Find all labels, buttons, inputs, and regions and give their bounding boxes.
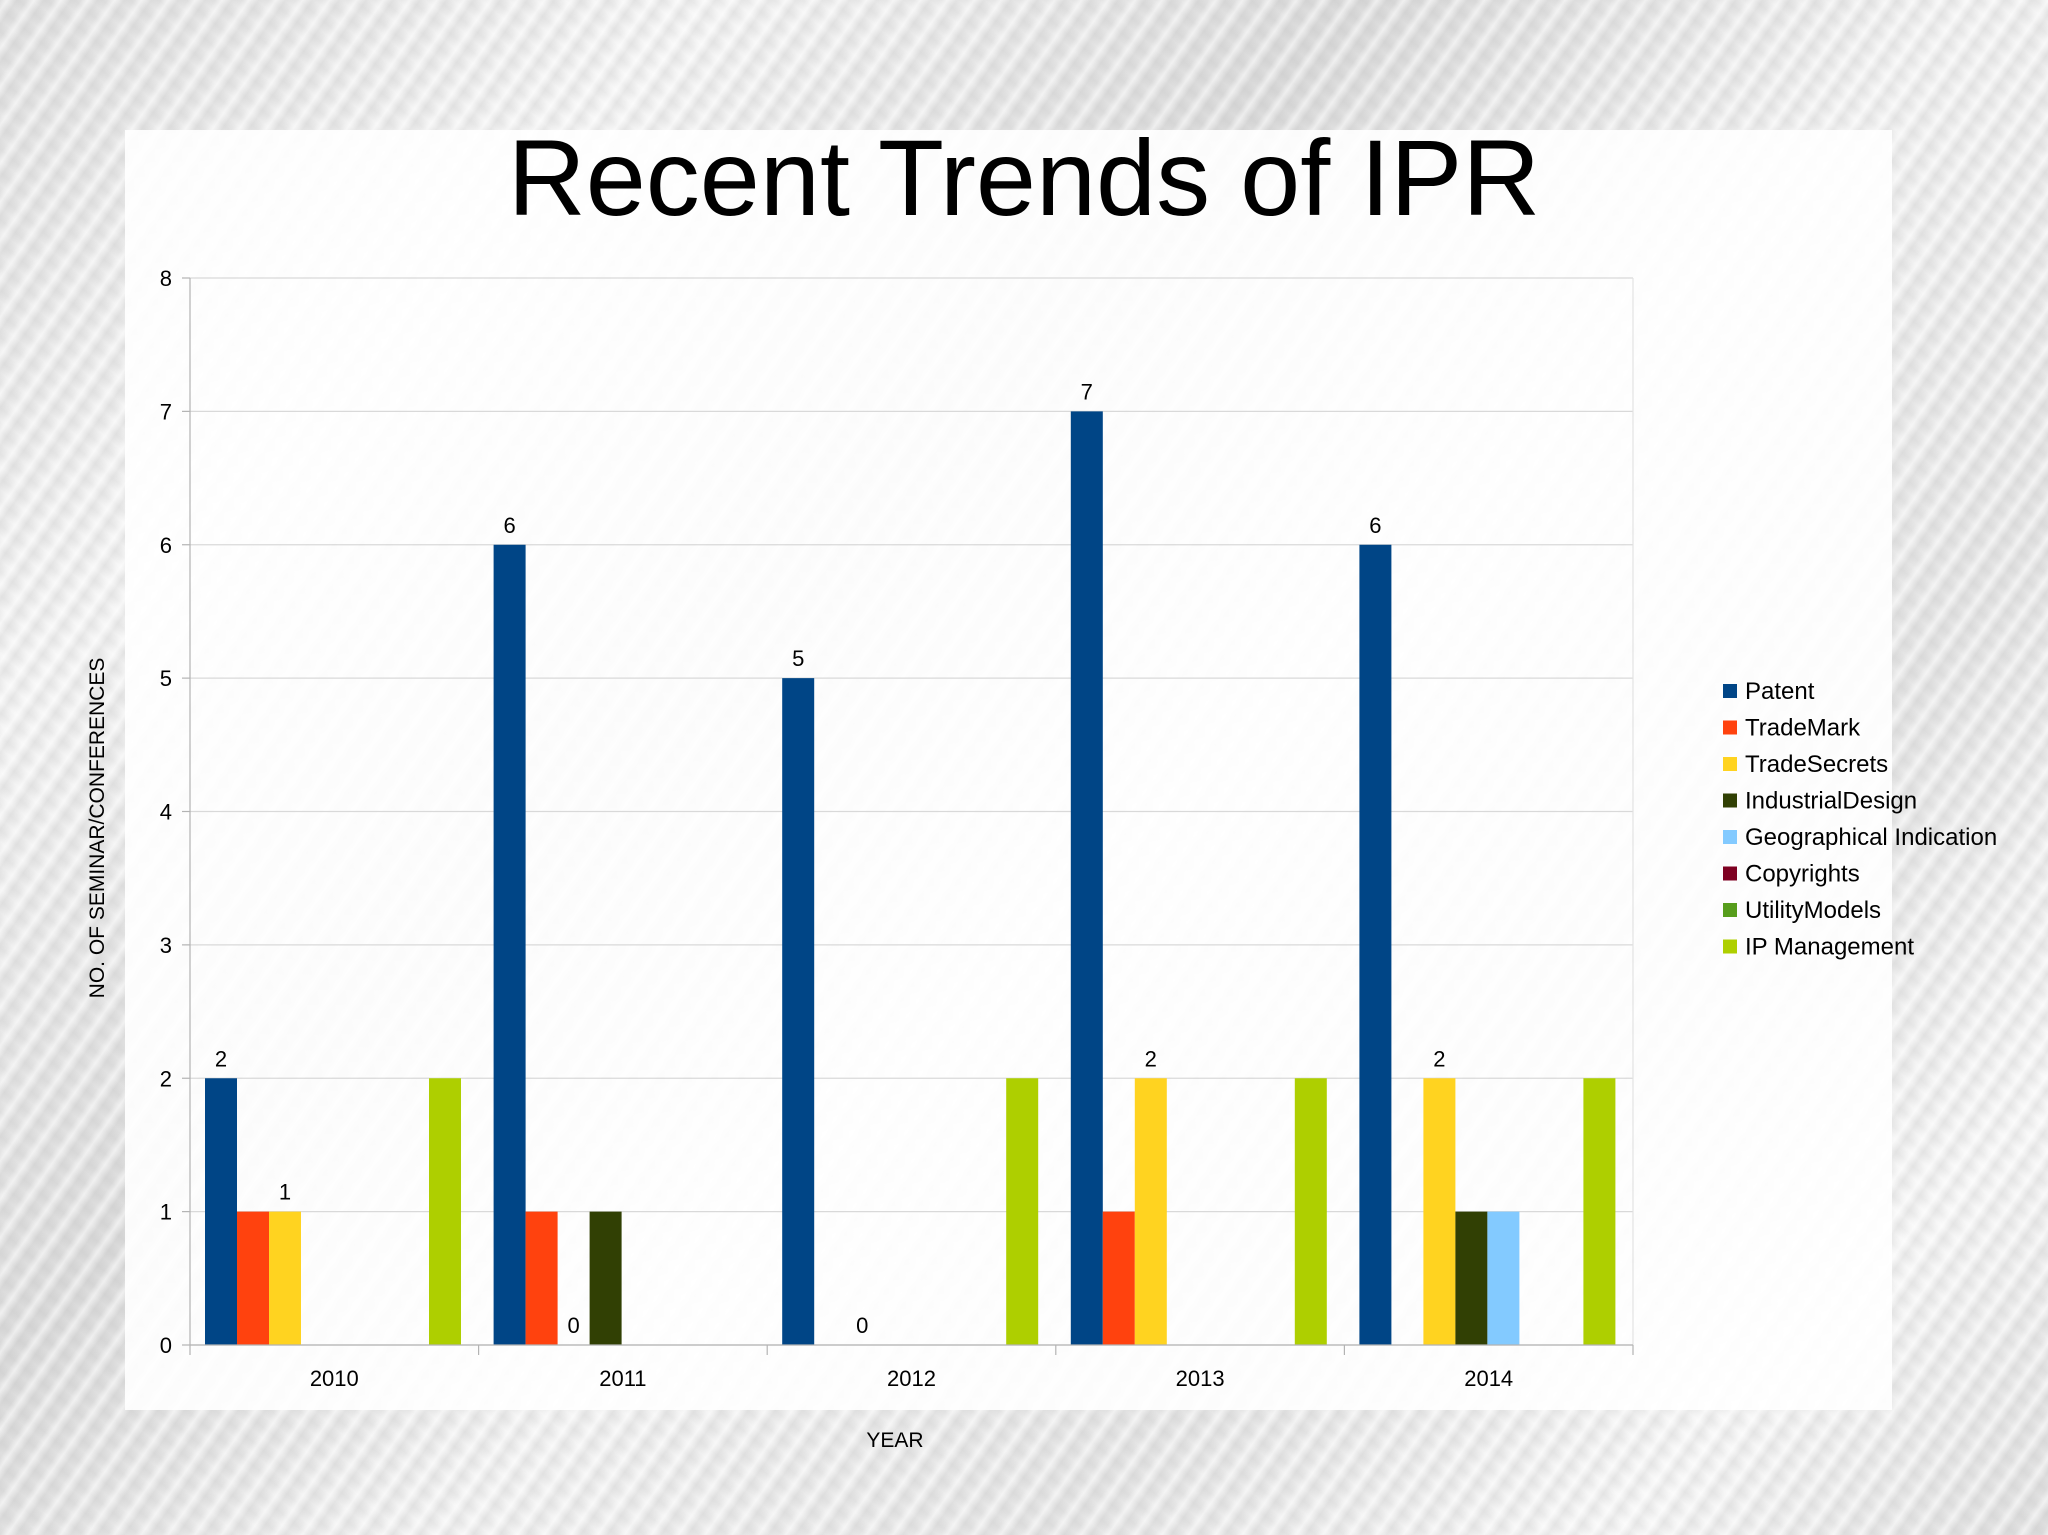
y-tick-label: 3 (160, 933, 172, 958)
bar-patent-2013 (1070, 411, 1103, 1345)
x-tick-label: 2014 (1464, 1366, 1513, 1391)
slide-title: Recent Trends of IPR (507, 117, 1541, 238)
data-label: 6 (1369, 513, 1381, 538)
bar-patent-2010 (205, 1078, 237, 1345)
legend-swatch (1723, 866, 1737, 881)
y-axis-label: NO. OF SEMINAR/CONFERENCES (86, 658, 109, 999)
bar-trademark-2013 (1102, 1211, 1135, 1345)
bar-industrialdesign-2014 (1455, 1211, 1488, 1345)
bar-ip-management-2013 (1294, 1078, 1327, 1345)
data-label: 0 (567, 1313, 579, 1338)
legend-entry: IP Management (1745, 934, 1914, 961)
y-tick-label: 1 (160, 1200, 172, 1225)
bar-tradesecrets-2013 (1134, 1078, 1167, 1345)
y-tick-label: 7 (160, 399, 172, 424)
y-tick-label: 2 (160, 1066, 172, 1091)
legend-entry: UtilityModels (1745, 897, 1881, 924)
y-tick-label: 6 (160, 533, 172, 558)
bar-patent-2014 (1359, 544, 1392, 1345)
bar-patent-2012 (782, 678, 815, 1345)
legend-swatch (1723, 939, 1737, 954)
bar-ip-management-2014 (1583, 1078, 1616, 1345)
legend-swatch (1723, 830, 1737, 844)
legend: Patent TradeMark TradeSecrets IndustrialDes… (1723, 678, 1997, 961)
x-tick-label: 2010 (310, 1366, 359, 1391)
y-tick-label: 8 (160, 266, 172, 291)
x-tick-label: 2013 (1176, 1366, 1225, 1391)
legend-swatch (1723, 903, 1737, 917)
legend-entry: Copyrights (1745, 861, 1860, 888)
bar-trademark-2011 (525, 1211, 558, 1345)
legend-entry: Patent (1745, 678, 1815, 705)
data-label: 6 (503, 513, 515, 538)
data-label: 2 (215, 1046, 227, 1071)
data-label: 1 (279, 1180, 291, 1205)
data-label: 7 (1081, 379, 1093, 404)
legend-swatch (1723, 757, 1737, 771)
bar-patent-2011 (493, 544, 526, 1345)
legend-entry: Geographical Indication (1745, 824, 1997, 851)
y-tick-label: 0 (160, 1333, 172, 1358)
y-tick-label: 5 (160, 666, 172, 691)
x-axis-label: YEAR (866, 1429, 923, 1452)
legend-entry: TradeSecrets (1745, 751, 1888, 778)
legend-swatch (1723, 720, 1737, 735)
bar-tradesecrets-2010 (269, 1211, 301, 1345)
gridlines (190, 277, 1633, 1346)
data-label: 2 (1145, 1046, 1157, 1071)
bar-ip-management-2010 (429, 1078, 461, 1345)
legend-entry: TradeMark (1745, 715, 1861, 742)
data-label: 2 (1433, 1046, 1445, 1071)
y-tick-label: 4 (160, 800, 172, 825)
bar-geographical-indication-2014 (1487, 1211, 1520, 1345)
legend-swatch (1723, 684, 1737, 698)
legend-swatch (1723, 793, 1737, 808)
x-tick-label: 2012 (887, 1366, 936, 1391)
data-labels: 2 6 5 7 6 1 0 0 2 2 (215, 379, 1446, 1338)
bar-industrialdesign-2011 (589, 1211, 622, 1345)
data-label: 0 (856, 1313, 868, 1338)
bar-trademark-2010 (237, 1211, 269, 1345)
bar-tradesecrets-2014 (1423, 1078, 1456, 1345)
axes (182, 277, 1634, 1355)
legend-entry: IndustrialDesign (1745, 788, 1917, 815)
bars (205, 411, 1616, 1345)
x-tick-label: 2011 (599, 1366, 646, 1391)
data-label: 5 (792, 646, 804, 671)
bar-ip-management-2012 (1006, 1078, 1039, 1345)
